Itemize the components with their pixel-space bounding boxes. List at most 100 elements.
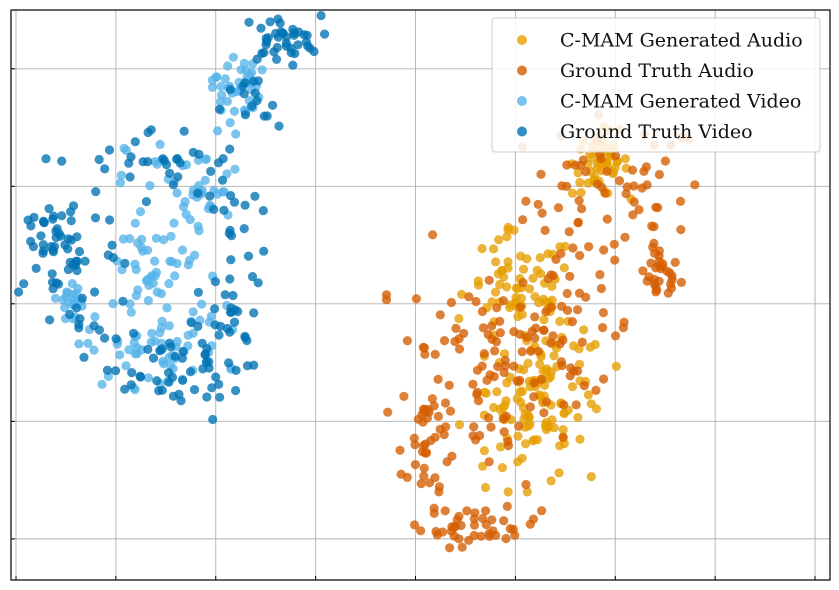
scatter-point bbox=[218, 175, 228, 185]
scatter-point bbox=[108, 299, 118, 309]
scatter-point bbox=[434, 487, 444, 497]
scatter-point bbox=[573, 412, 583, 423]
scatter-point bbox=[614, 176, 625, 186]
scatter-point bbox=[215, 97, 226, 107]
scatter-point bbox=[569, 341, 579, 351]
scatter-point bbox=[571, 400, 581, 410]
scatter-point bbox=[77, 293, 87, 303]
scatter-point bbox=[243, 251, 254, 261]
scatter-point bbox=[439, 336, 450, 346]
scatter-point bbox=[128, 328, 139, 338]
scatter-point bbox=[457, 289, 467, 299]
scatter-point bbox=[31, 263, 41, 273]
scatter-point bbox=[218, 187, 228, 197]
scatter-point bbox=[519, 365, 529, 375]
scatter-point bbox=[422, 413, 432, 423]
scatter-point bbox=[178, 346, 188, 357]
scatter-point bbox=[543, 274, 553, 284]
scatter-point bbox=[166, 360, 176, 370]
scatter-point bbox=[500, 361, 511, 371]
scatter-point bbox=[75, 314, 85, 324]
scatter-point bbox=[97, 379, 107, 389]
scatter-point bbox=[539, 315, 549, 325]
scatter-point bbox=[526, 346, 536, 356]
scatter-point bbox=[63, 264, 73, 275]
scatter-point bbox=[164, 321, 174, 331]
scatter-point bbox=[207, 383, 217, 393]
legend-entry-ground-truth-video: Ground Truth Video bbox=[517, 121, 753, 143]
scatter-point bbox=[220, 74, 230, 84]
scatter-point bbox=[60, 240, 70, 250]
scatter-point bbox=[654, 169, 665, 180]
scatter-point bbox=[272, 54, 282, 64]
scatter-point bbox=[244, 17, 254, 27]
scatter-point bbox=[209, 204, 219, 214]
scatter-point bbox=[214, 104, 225, 114]
scatter-point bbox=[478, 323, 488, 333]
scatter-point bbox=[168, 391, 178, 401]
scatter-point bbox=[477, 306, 487, 317]
scatter-point bbox=[29, 212, 39, 222]
scatter-point bbox=[57, 211, 67, 221]
scatter-point bbox=[45, 315, 55, 325]
scatter-point bbox=[125, 172, 135, 182]
scatter-point bbox=[258, 206, 268, 216]
scatter-point bbox=[492, 303, 502, 313]
scatter-point bbox=[480, 482, 491, 493]
scatter-point bbox=[183, 330, 193, 340]
scatter-point bbox=[494, 235, 504, 245]
scatter-point bbox=[320, 29, 330, 39]
scatter-point bbox=[186, 318, 196, 328]
scatter-point bbox=[517, 347, 527, 357]
legend-box bbox=[491, 17, 821, 153]
scatter-point bbox=[533, 346, 544, 356]
scatter-point bbox=[556, 357, 567, 367]
scatter-point bbox=[410, 460, 420, 470]
scatter-point bbox=[143, 245, 153, 255]
scatter-point bbox=[218, 154, 228, 164]
scatter-point bbox=[57, 156, 67, 166]
scatter-point bbox=[528, 273, 538, 283]
scatter-point bbox=[253, 278, 263, 288]
scatter-point bbox=[247, 272, 258, 282]
scatter-point bbox=[512, 376, 522, 386]
scatter-point bbox=[567, 382, 578, 392]
scatter-point bbox=[150, 256, 160, 266]
scatter-point bbox=[169, 218, 179, 228]
scatter-point bbox=[666, 279, 676, 289]
scatter-point bbox=[47, 269, 57, 279]
scatter-point bbox=[185, 215, 195, 225]
scatter-point bbox=[557, 301, 567, 311]
scatter-point bbox=[481, 388, 491, 398]
scatter-point bbox=[146, 125, 156, 135]
scatter-point bbox=[135, 207, 146, 217]
scatter-point bbox=[19, 279, 29, 289]
scatter-point bbox=[194, 226, 204, 236]
scatter-point bbox=[225, 118, 235, 128]
scatter-point bbox=[229, 106, 239, 116]
scatter-point bbox=[202, 344, 212, 354]
scatter-point bbox=[521, 439, 531, 449]
scatter-point bbox=[596, 283, 607, 294]
scatter-point bbox=[451, 323, 461, 333]
scatter-point bbox=[70, 260, 80, 270]
scatter-point bbox=[535, 359, 545, 369]
scatter-point bbox=[537, 506, 547, 516]
scatter-point bbox=[126, 380, 136, 390]
scatter-point bbox=[60, 302, 70, 313]
scatter-point bbox=[435, 424, 445, 434]
legend-marker-ground-truth-video bbox=[517, 126, 527, 137]
scatter-point bbox=[585, 342, 596, 352]
scatter-point bbox=[275, 18, 285, 28]
scatter-point bbox=[468, 379, 478, 389]
scatter-point bbox=[472, 365, 483, 375]
scatter-point bbox=[573, 217, 583, 227]
scatter-point bbox=[177, 245, 188, 255]
scatter-point bbox=[383, 407, 393, 417]
scatter-point bbox=[484, 275, 494, 285]
scatter-point bbox=[274, 121, 284, 131]
scatter-point bbox=[457, 542, 467, 552]
scatter-point bbox=[256, 23, 266, 33]
scatter-point bbox=[584, 242, 594, 252]
scatter-point bbox=[100, 164, 110, 174]
